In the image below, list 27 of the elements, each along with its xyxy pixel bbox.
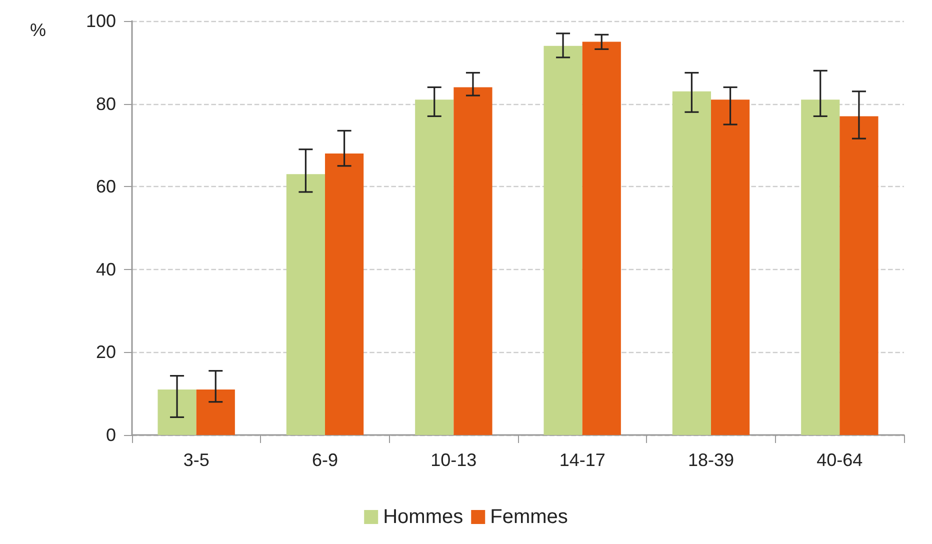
y-tick-label: 0 (106, 425, 116, 445)
x-tick-label: 3-5 (183, 450, 210, 470)
x-tick-label: 6-9 (312, 450, 338, 470)
y-tick-label: 20 (96, 342, 116, 362)
y-tick-label: 80 (96, 94, 116, 114)
bar (286, 174, 325, 435)
bar (801, 100, 840, 435)
x-tick-label: 14-17 (559, 450, 606, 470)
bar (582, 42, 621, 435)
y-tick-label: 100 (86, 11, 116, 31)
bar (672, 91, 711, 435)
bar (325, 153, 364, 435)
y-tick-label: 40 (96, 259, 116, 280)
bar (158, 389, 196, 435)
bar (454, 87, 492, 435)
x-tick-label: 10-13 (430, 450, 477, 470)
bar (711, 100, 750, 435)
y-axis-title: % (30, 20, 46, 40)
bar (840, 116, 878, 435)
legend-label: Femmes (490, 506, 568, 528)
x-tick-label: 18-39 (688, 450, 734, 470)
legend-label: Hommes (383, 506, 464, 528)
bar (415, 100, 454, 435)
x-tick-label: 40-64 (816, 450, 863, 470)
y-tick-label: 60 (96, 176, 116, 197)
bar (196, 389, 235, 435)
bar (544, 46, 582, 435)
